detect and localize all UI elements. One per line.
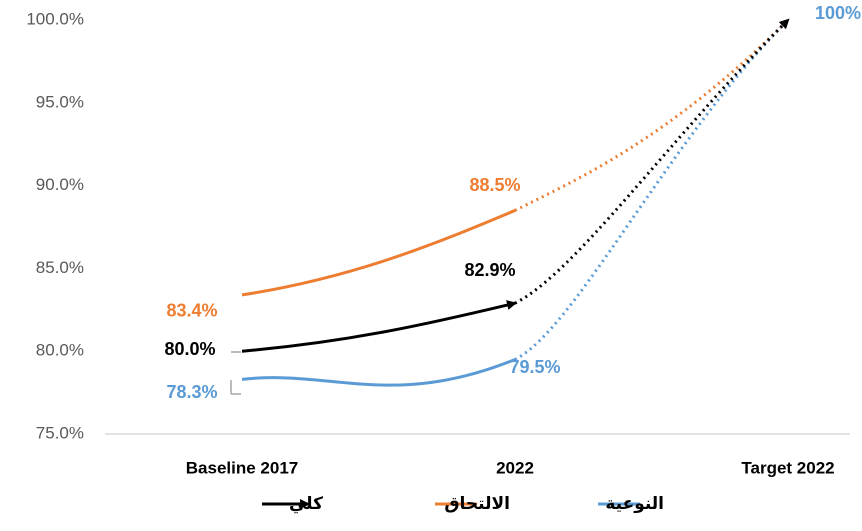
y-tick-label: 75.0% [36,423,84,442]
data-label: 78.3% [166,382,217,402]
leader-lines [230,351,241,395]
series-line-dotted [514,18,790,212]
x-tick-label: 2022 [496,458,534,477]
data-label: 79.5% [509,357,560,377]
series-line-dotted [514,18,790,361]
data-label: 83.4% [166,301,217,321]
data-label: 88.5% [469,175,520,195]
y-tick-label: 100.0% [26,9,84,28]
data-label: 80.0% [164,339,215,359]
data-label: 100% [815,3,861,23]
series-line [241,300,517,353]
legend-label: كلي [289,494,323,514]
y-tick-label: 90.0% [36,175,84,194]
x-tick-label: Baseline 2017 [186,458,298,477]
y-tick-label: 80.0% [36,341,84,360]
series-line-dotted [514,18,790,305]
legend-label: النوعية [605,494,664,514]
y-tick-label: 85.0% [36,258,84,277]
series-line [241,209,516,297]
y-tick-label: 95.0% [36,92,84,111]
data-label: 82.9% [464,260,515,280]
series-line [241,358,516,387]
legend-label: الالتحاق [444,494,510,514]
x-tick-label: Target 2022 [741,458,834,477]
